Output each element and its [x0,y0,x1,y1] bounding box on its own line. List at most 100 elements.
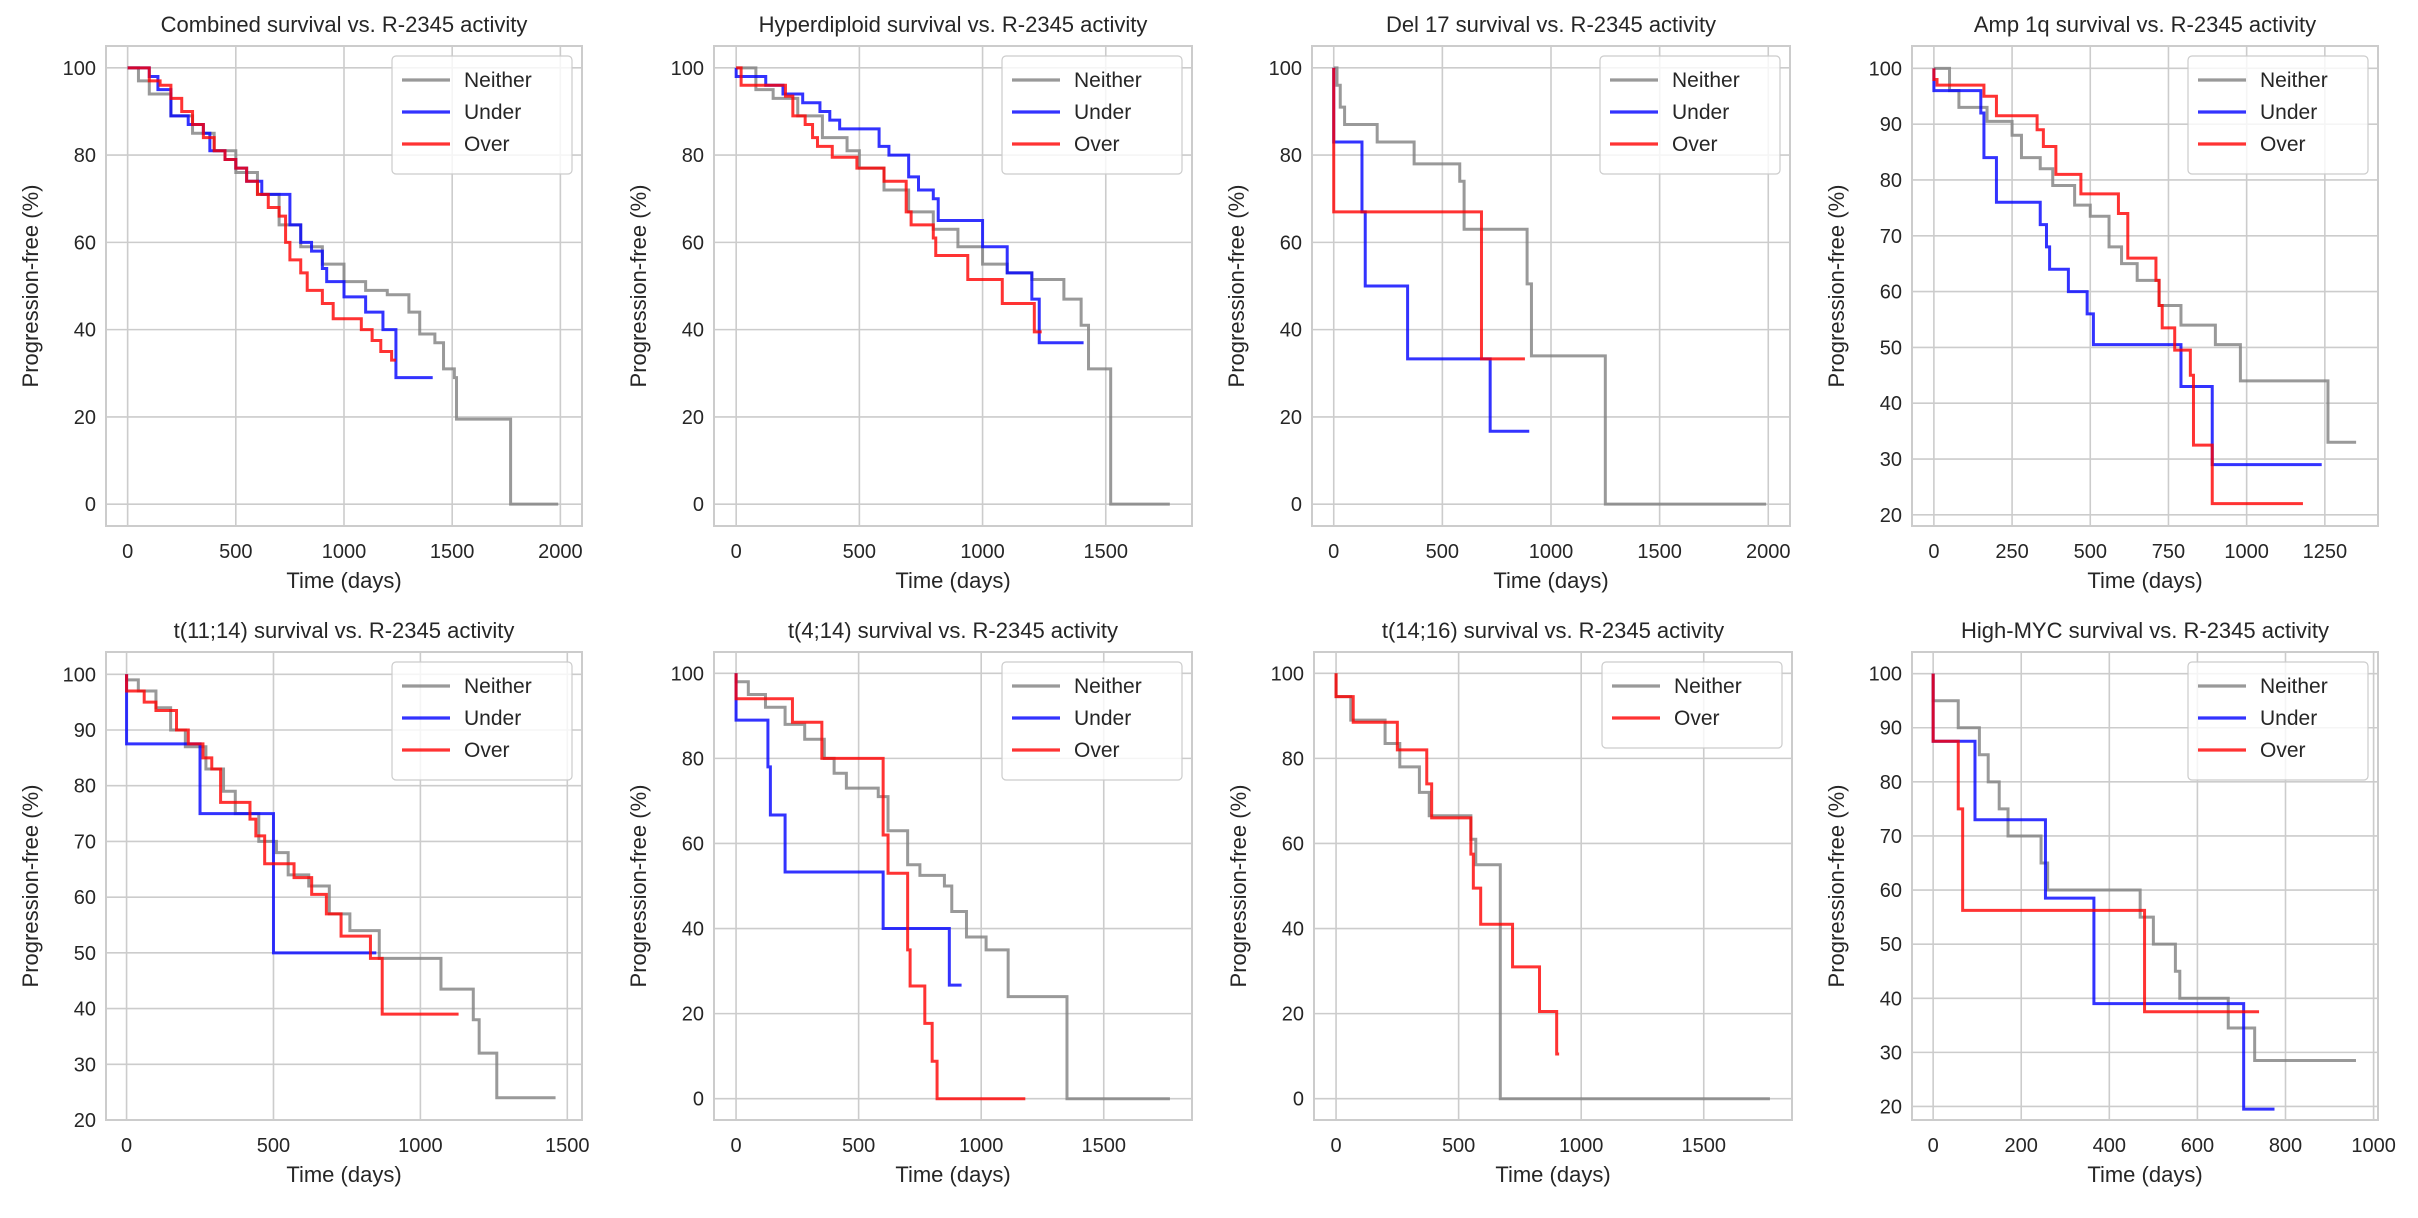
legend-label: Neither [464,675,532,698]
x-tick-label: 500 [257,1135,290,1157]
axes-frame [1911,45,2379,527]
x-tick-label: 1000 [398,1135,443,1157]
x-axis-label: Time (days) [2087,1162,2202,1187]
legend-label: Under [2260,101,2317,124]
y-tick-label: 40 [1880,988,1902,1010]
legend-label: Under [2260,707,2317,730]
survival-curve-under [1931,673,2275,1111]
survival-curve-neither [1933,66,2357,444]
chart-panel: High-MYC survival vs. R-2345 activity 0 20… [1824,618,2396,1187]
y-tick-label: 50 [1880,934,1902,956]
x-tick-label: 0 [1928,541,1939,563]
y-axis-label: Progression-free (%) [1224,185,1249,388]
y-tick-label: 20 [1282,1004,1304,1026]
x-tick-label: 0 [730,1135,741,1157]
x-tick-label: 1500 [1637,541,1682,563]
x-tick-label: 500 [1442,1135,1475,1157]
chart-title: t(11;14) survival vs. R-2345 activity [174,618,515,643]
y-tick-label: 60 [682,232,704,254]
x-tick-label: 1000 [1529,541,1574,563]
x-tick-label: 0 [731,541,742,563]
y-tick-label: 20 [74,1110,96,1132]
legend-label: Over [1074,739,1120,762]
axes-frame [1311,45,1791,527]
survival-curve-over [125,674,459,1016]
chart-panel: t(11;14) survival vs. R-2345 activity 0 50… [18,618,590,1187]
legend-label: Over [1074,133,1120,156]
survival-curve-over [127,66,396,362]
x-tick-label: 2000 [1746,541,1791,563]
y-axis-label: Progression-free (%) [18,185,43,388]
x-axis-label: Time (days) [286,568,401,593]
legend-label: Over [464,133,510,156]
y-tick-label: 100 [63,58,96,80]
x-tick-label: 0 [1328,541,1339,563]
y-tick-label: 20 [1280,407,1302,429]
chart-panel: t(14;16) survival vs. R-2345 activity 0 50… [1226,618,1793,1187]
x-axis-label: Time (days) [895,568,1010,593]
chart-title: t(4;14) survival vs. R-2345 activity [788,618,1118,643]
y-tick-label: 0 [85,494,96,516]
legend-label: Neither [1074,675,1142,698]
y-tick-label: 50 [74,943,96,965]
legend-label: Neither [1672,69,1740,92]
x-axis-label: Time (days) [1493,568,1608,593]
x-axis-label: Time (days) [895,1162,1010,1187]
chart-title: Amp 1q survival vs. R-2345 activity [1974,12,2316,37]
y-axis-label: Progression-free (%) [626,185,651,388]
chart-title: High-MYC survival vs. R-2345 activity [1961,618,2329,643]
y-tick-label: 60 [1880,880,1902,902]
x-tick-label: 250 [1995,541,2028,563]
x-tick-label: 1500 [430,541,475,563]
y-tick-label: 60 [1282,833,1304,855]
y-tick-label: 40 [682,320,704,342]
y-tick-label: 80 [1282,748,1304,770]
y-tick-label: 60 [682,833,704,855]
survival-curve-over [1931,673,2260,1014]
legend: Neither Under Over [1599,55,1781,175]
y-tick-label: 80 [1880,170,1902,192]
chart-panel: Amp 1q survival vs. R-2345 activity 0 250 5… [1824,12,2379,593]
chart-title: Del 17 survival vs. R-2345 activity [1386,12,1716,37]
y-tick-label: 80 [1880,772,1902,794]
axes-frame [105,45,583,527]
y-axis-label: Progression-free (%) [626,785,651,988]
x-tick-label: 1000 [2351,1135,2396,1157]
legend: Neither Under Over [2187,55,2369,175]
x-tick-label: 500 [843,541,876,563]
legend-label: Under [1074,101,1131,124]
y-tick-label: 70 [1880,226,1902,248]
x-tick-label: 1000 [960,541,1005,563]
y-tick-label: 20 [682,407,704,429]
legend: Neither Under Over [391,661,573,781]
x-tick-label: 500 [2074,541,2107,563]
y-tick-label: 100 [63,664,96,686]
y-tick-label: 20 [682,1004,704,1026]
x-axis-label: Time (days) [1495,1162,1610,1187]
legend-label: Under [464,707,521,730]
legend: Neither Under Over [2187,661,2369,781]
y-tick-label: 90 [1880,718,1902,740]
y-tick-label: 40 [74,320,96,342]
x-tick-label: 1000 [959,1135,1004,1157]
chart-panel: Combined survival vs. R-2345 activity 0 50… [18,12,583,593]
survival-curve-under [125,674,377,955]
chart-panel: Del 17 survival vs. R-2345 activity 0 500 1… [1224,12,1791,593]
axes-frame [105,651,583,1121]
x-tick-label: 750 [2152,541,2185,563]
survival-curve-under [734,67,1084,345]
legend: Neither Under Over [1001,661,1183,781]
y-tick-label: 30 [74,1054,96,1076]
y-tick-label: 20 [74,407,96,429]
survival-curve-neither [125,674,556,1100]
x-axis-label: Time (days) [286,1162,401,1187]
legend-label: Over [1672,133,1718,156]
y-tick-label: 100 [671,663,704,685]
axes-frame [713,45,1193,527]
y-tick-label: 100 [1869,664,1902,686]
x-tick-label: 1500 [1082,1135,1127,1157]
y-axis-label: Progression-free (%) [1824,185,1849,388]
x-tick-label: 500 [1426,541,1459,563]
x-tick-label: 500 [219,541,252,563]
legend-label: Neither [1074,69,1142,92]
